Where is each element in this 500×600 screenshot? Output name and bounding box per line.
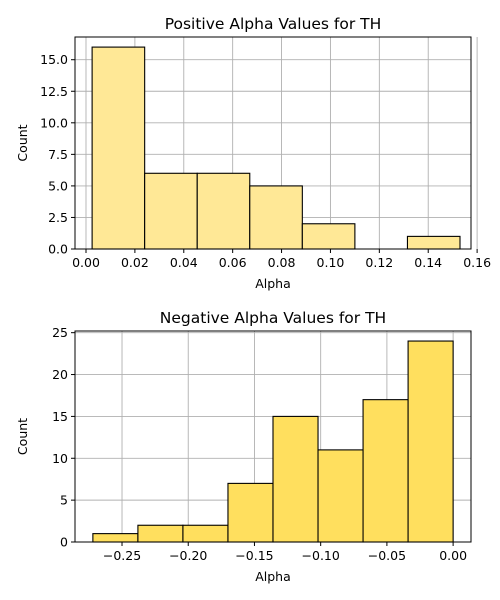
x-tick-label: 0.08 xyxy=(268,255,296,270)
histogram-bar xyxy=(362,399,409,543)
y-tick-label: 2.5 xyxy=(48,210,68,225)
x-tick-label: 0.14 xyxy=(414,255,442,270)
negative-alpha-chart: −0.25 −0.20 −0.15 −0.10 −0.05 0.00 0 5 10 15 20 25 N… xyxy=(15,309,472,584)
y-tick-label: 0 xyxy=(60,535,68,550)
y-tick-label: 10.0 xyxy=(40,115,68,130)
y-axis-label: Count xyxy=(15,124,30,161)
x-tick-label: −0.05 xyxy=(368,548,406,563)
histogram-bar xyxy=(272,415,319,543)
x-axis-label: Alpha xyxy=(255,276,291,291)
x-tick-label: 0.00 xyxy=(72,255,100,270)
x-tick-label: 0.00 xyxy=(439,548,467,563)
histogram-bar xyxy=(91,46,146,250)
y-tick-label: 12.5 xyxy=(40,84,68,99)
y-tick-label: 20 xyxy=(52,367,68,382)
histogram-bar xyxy=(407,340,454,543)
x-tick-label: −0.10 xyxy=(302,548,340,563)
x-tick-label: 0.12 xyxy=(365,255,393,270)
x-tick-label: 0.04 xyxy=(170,255,198,270)
y-tick-label: 7.5 xyxy=(48,147,68,162)
axes-frame xyxy=(74,36,472,250)
y-tick-label: 25 xyxy=(52,325,68,340)
histogram-bar xyxy=(406,235,461,250)
chart-title: Negative Alpha Values for TH xyxy=(160,309,386,327)
histogram-bar xyxy=(317,449,364,543)
x-tick-label: −0.15 xyxy=(235,548,273,563)
x-tick-label: 0.16 xyxy=(463,255,491,270)
x-tick-label: −0.20 xyxy=(169,548,207,563)
y-tick-label: 5.0 xyxy=(48,178,68,193)
x-tick-label: −0.25 xyxy=(103,548,141,563)
histogram-bar xyxy=(196,172,251,250)
histogram-bar xyxy=(92,533,139,543)
y-tick-label: 10 xyxy=(52,451,68,466)
histogram-bar xyxy=(182,524,229,543)
positive-alpha-chart: 0.00 0.02 0.04 0.06 0.08 0.10 0.12 0.14 0.16 0.0 2… xyxy=(15,15,491,291)
x-tick-label: 0.06 xyxy=(219,255,247,270)
y-axis-label: Count xyxy=(15,418,30,455)
x-tick-label: 0.02 xyxy=(121,255,149,270)
chart-title: Positive Alpha Values for TH xyxy=(165,15,382,33)
histogram-bar xyxy=(144,172,198,250)
histogram-bar xyxy=(137,524,184,543)
histogram-bar xyxy=(227,482,274,543)
x-axis-label: Alpha xyxy=(255,569,291,584)
y-tick-label: 15 xyxy=(52,409,68,424)
histogram-bar xyxy=(301,223,356,250)
y-tick-label: 0.0 xyxy=(48,242,68,257)
axes-frame xyxy=(74,330,472,543)
histogram-bar xyxy=(249,185,303,250)
y-tick-label: 5 xyxy=(60,493,68,508)
y-tick-label: 15.0 xyxy=(40,52,68,67)
x-tick-label: 0.10 xyxy=(317,255,345,270)
